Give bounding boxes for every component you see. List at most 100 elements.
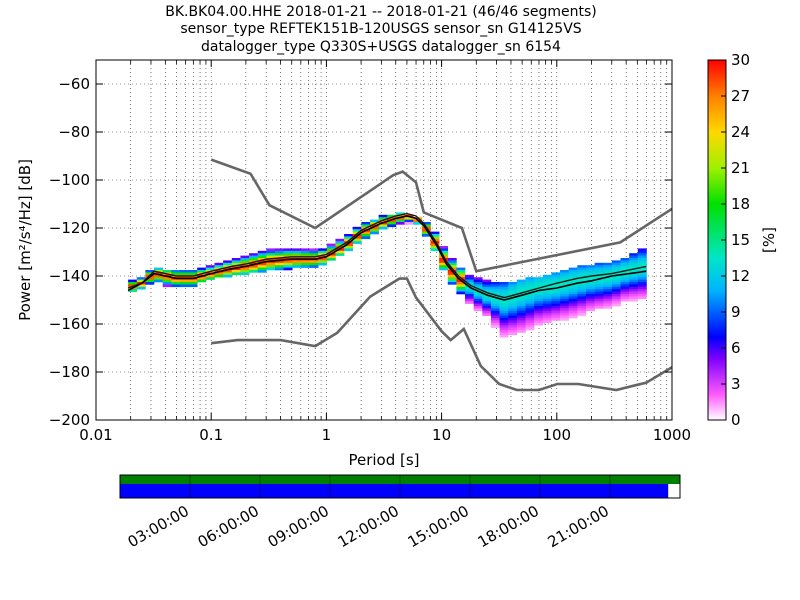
density-cell [534, 313, 544, 316]
density-cell [594, 289, 604, 292]
density-cell [629, 291, 639, 295]
density-cell [335, 243, 345, 247]
density-cell [542, 301, 552, 304]
density-cell [585, 306, 595, 309]
timeline-data-bar [120, 484, 669, 498]
timeline-panel: 03:00:00 06:00:00 09:00:00 12:00:00 15:00:00… [119, 474, 681, 551]
density-cell [473, 298, 483, 302]
density-cell [370, 231, 379, 235]
density-cell [516, 286, 526, 290]
density-cell [603, 289, 613, 292]
timeline-tick-label: 15:00:00 [405, 502, 472, 551]
density-cell [560, 277, 569, 280]
density-cell [205, 274, 215, 278]
timeline-tick-label: 21:00:00 [545, 502, 612, 551]
density-cell [171, 284, 181, 288]
density-cell [257, 250, 267, 254]
density-cell [499, 313, 509, 316]
density-cell [568, 274, 578, 278]
density-cell [508, 298, 518, 302]
density-cell [516, 296, 526, 300]
density-cell [456, 270, 466, 273]
density-cell [404, 222, 414, 225]
density-cell [560, 270, 569, 273]
density-cell [568, 284, 578, 288]
x-tick-label: 100 [542, 426, 571, 444]
density-cell [344, 248, 354, 252]
y-tick-label: −200 [49, 411, 90, 429]
density-cell [585, 270, 595, 273]
density-cell [525, 282, 535, 285]
density-cell [292, 248, 302, 252]
density-cell [456, 274, 466, 278]
density-cell [620, 282, 630, 285]
density-cell [542, 296, 552, 300]
density-cell [439, 262, 449, 266]
density-cell [499, 320, 509, 324]
colorbar: 0 3 6 9 12 15 18 21 24 27 30 [%] [707, 51, 778, 429]
density-cell [326, 246, 336, 249]
density-cell [629, 296, 639, 300]
density-cell [560, 286, 569, 290]
density-cell [499, 282, 509, 285]
density-cell [292, 265, 302, 268]
density-cell [542, 315, 552, 319]
density-cell [482, 303, 492, 307]
density-cell [603, 284, 613, 288]
density-cell [197, 270, 207, 273]
density-cell [465, 298, 474, 302]
density-cell [447, 279, 457, 283]
density-cell [318, 262, 328, 266]
density-cell [283, 260, 293, 264]
density-cell [542, 289, 552, 292]
density-cell [534, 298, 544, 302]
density-cell [266, 262, 276, 266]
density-cell [257, 267, 267, 271]
density-cell [508, 308, 518, 312]
density-cell [326, 258, 336, 261]
density-cell [231, 267, 241, 271]
density-cell [439, 246, 449, 249]
density-cell [611, 301, 621, 304]
density-cell [465, 291, 474, 295]
density-cell [551, 274, 561, 278]
density-cell [318, 250, 328, 254]
density-cell [274, 260, 284, 264]
density-cell [439, 260, 449, 264]
density-cell [482, 296, 492, 300]
colorbar-tick-label: 0 [731, 411, 741, 429]
density-cell [473, 279, 483, 283]
density-cell [249, 253, 258, 256]
density-cell [629, 274, 639, 278]
density-cell [465, 277, 474, 280]
density-cell [283, 267, 293, 271]
plot-area: 0.01 0.1 1 10 100 1000 −200 −180 −160 −140 −120 −10… [49, 59, 691, 444]
density-cell [214, 272, 224, 276]
density-cell [387, 222, 397, 225]
density-cell [508, 289, 518, 292]
density-cell [257, 258, 267, 261]
density-cell [516, 330, 526, 333]
density-cell [283, 253, 293, 256]
density-cell [508, 322, 518, 326]
density-cell [344, 234, 354, 237]
density-cell [534, 320, 544, 324]
density-cell [465, 301, 474, 304]
density-cell [335, 246, 345, 249]
nlnm-curve [211, 277, 673, 392]
density-cell [266, 267, 276, 271]
density-cell [568, 310, 578, 314]
density-cell [274, 258, 284, 261]
density-cell [154, 279, 163, 283]
density-cell [188, 279, 198, 283]
density-cell [551, 313, 561, 316]
density-cell [603, 298, 613, 302]
density-cell [603, 291, 613, 295]
density-cell [249, 270, 258, 273]
density-cell [525, 313, 535, 316]
density-cell [508, 306, 518, 309]
density-cell [568, 308, 578, 312]
colorbar-tick-label: 18 [731, 195, 750, 213]
density-cell [490, 303, 500, 307]
